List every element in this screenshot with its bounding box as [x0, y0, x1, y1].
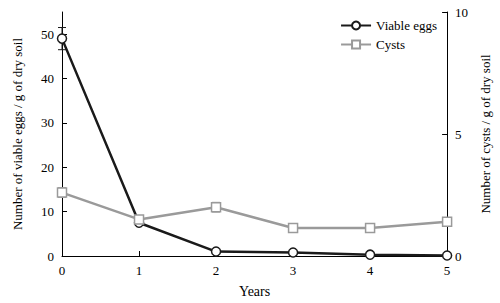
svg-text:Years: Years	[239, 284, 270, 299]
svg-text:Cysts: Cysts	[376, 37, 405, 52]
svg-text:0: 0	[48, 249, 55, 264]
svg-text:5: 5	[455, 127, 462, 142]
svg-text:40: 40	[41, 71, 54, 86]
svg-text:10: 10	[455, 5, 468, 20]
svg-text:Number of cysts / g of dry soi: Number of cysts / g of dry soil	[478, 54, 493, 214]
svg-text:10: 10	[41, 204, 54, 219]
svg-text:Viable eggs: Viable eggs	[376, 18, 437, 33]
svg-text:20: 20	[41, 160, 54, 175]
svg-text:Number of viable eggs / g of d: Number of viable eggs / g of dry soil	[10, 38, 25, 230]
svg-text:0: 0	[59, 263, 66, 278]
svg-text:2: 2	[213, 263, 220, 278]
svg-text:3: 3	[290, 263, 297, 278]
svg-text:5: 5	[444, 263, 451, 278]
svg-text:1: 1	[136, 263, 143, 278]
svg-text:30: 30	[41, 115, 54, 130]
svg-text:50: 50	[41, 27, 54, 42]
svg-text:4: 4	[367, 263, 374, 278]
svg-text:0: 0	[455, 249, 462, 264]
